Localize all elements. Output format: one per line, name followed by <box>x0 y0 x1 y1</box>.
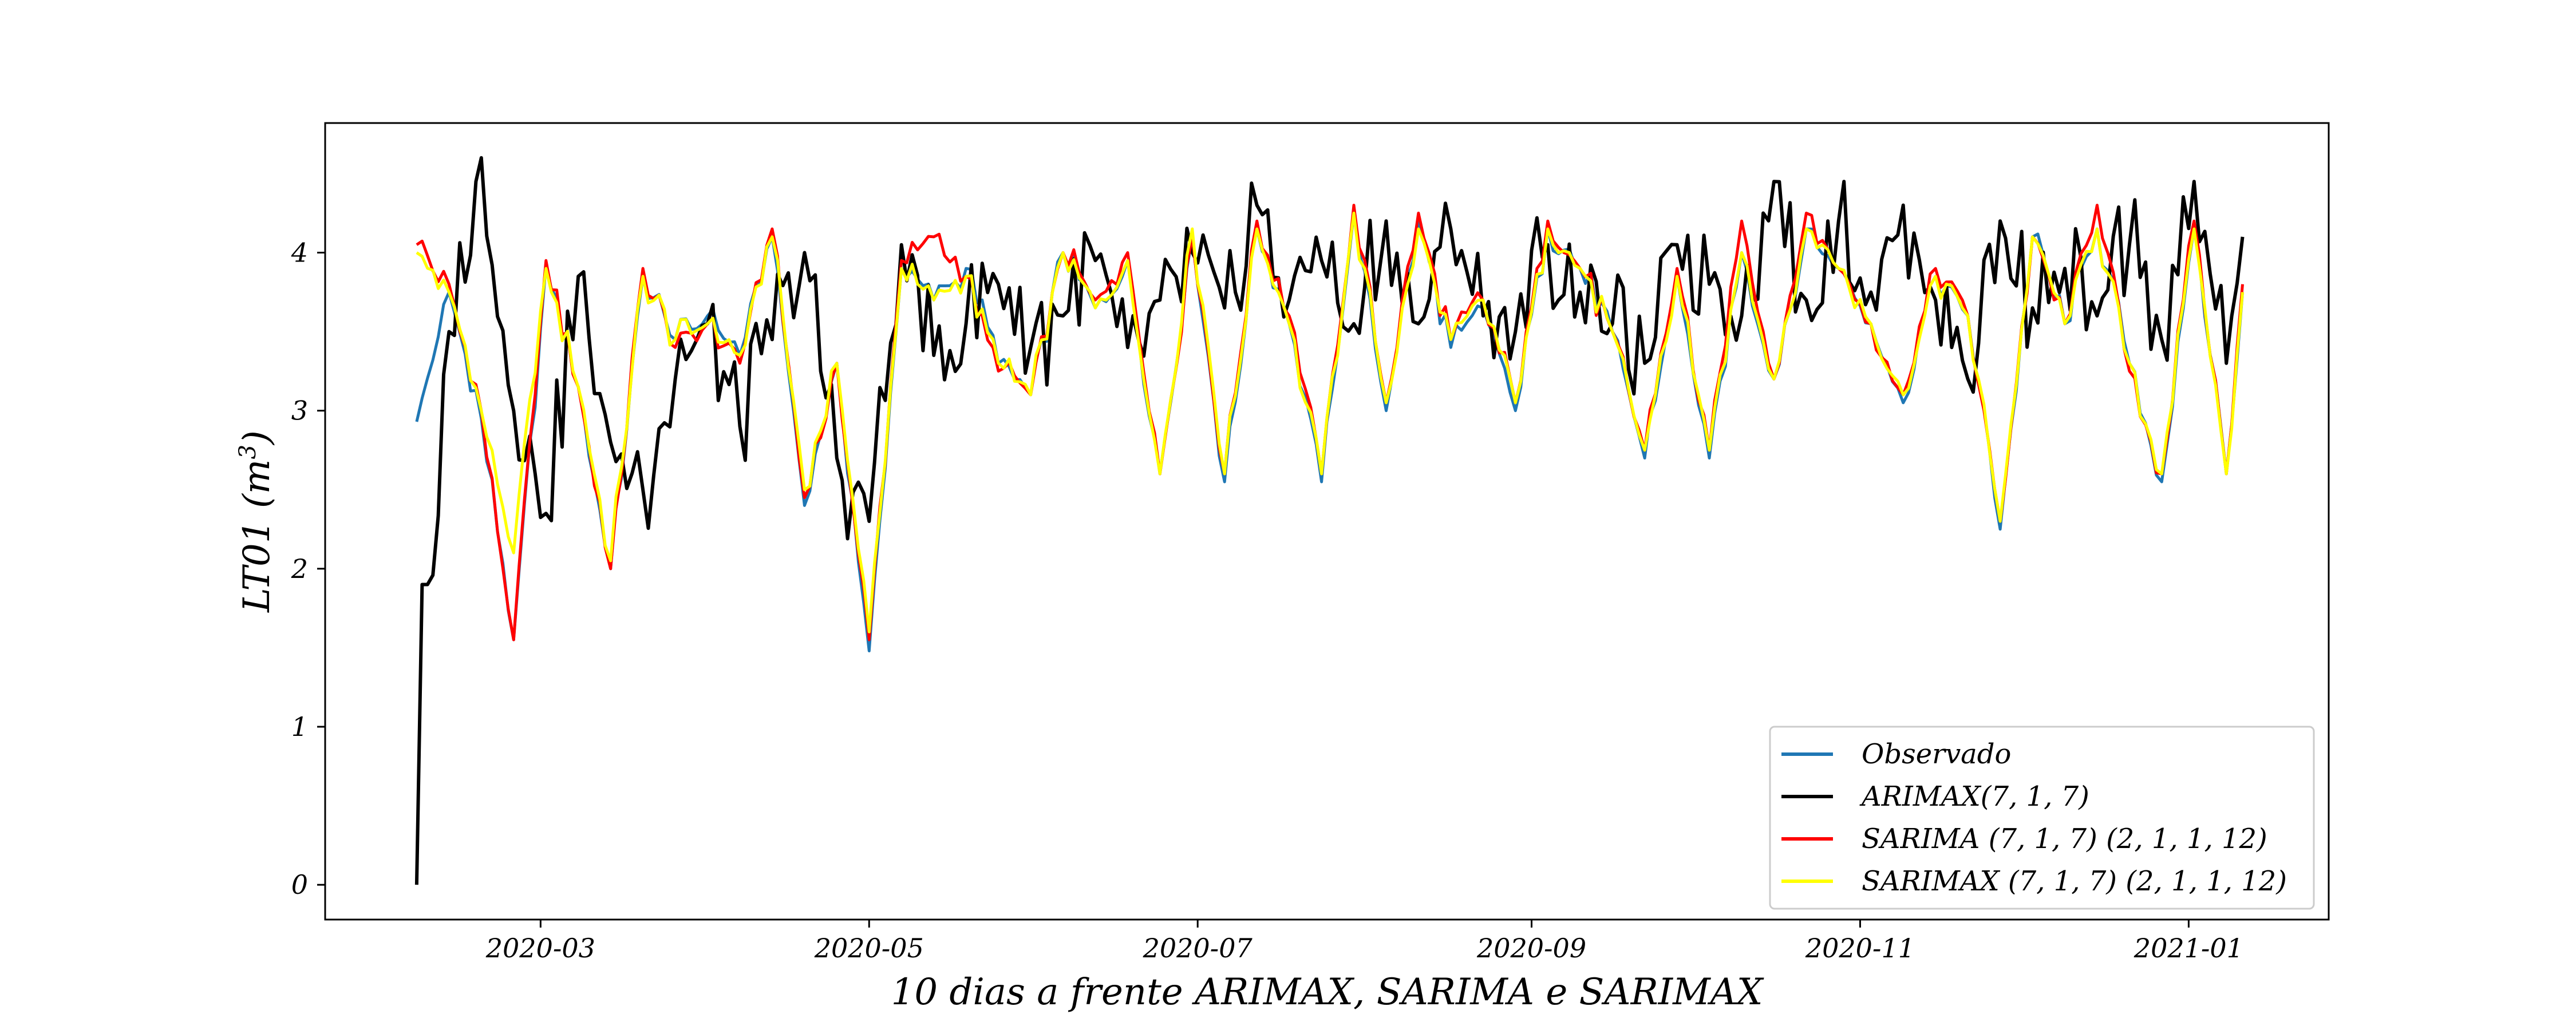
x-tick-label: 2020-05 <box>814 933 924 964</box>
x-tick-label: 2020-09 <box>1476 933 1586 964</box>
y-axis-label-main: LT01 (m <box>236 459 278 613</box>
legend: Observado ARIMAX(7, 1, 7) SARIMA (7, 1, 7)… <box>1769 726 2315 910</box>
legend-label: SARIMA (7, 1, 7) (2, 1, 1, 12) <box>1862 823 2267 855</box>
series-line-sarimax-7-1-7-2-1-1-12 <box>416 211 2244 633</box>
series-layer <box>414 156 2245 885</box>
x-tick-label: 2021-01 <box>2134 933 2243 964</box>
y-axis-label-superscript: 3 <box>235 445 261 459</box>
legend-box <box>1769 726 2315 910</box>
y-tick-label: 4 <box>291 237 308 268</box>
y-tick-label: 3 <box>291 395 308 426</box>
plot-area-frame <box>324 122 2330 921</box>
y-axis-label: LT01 (m3) <box>235 430 278 613</box>
y-tick-label: 0 <box>291 869 308 900</box>
x-axis-label: 10 dias a frente ARIMAX, SARIMA e SARIMA… <box>891 971 1764 1013</box>
x-tick-label: 2020-11 <box>1805 933 1915 964</box>
series-line-observado <box>415 211 2244 652</box>
y-axis-label-close: ) <box>236 430 278 446</box>
y-axis: 0 1 2 3 4 <box>291 237 325 900</box>
legend-label: SARIMAX (7, 1, 7) (2, 1, 1, 12) <box>1862 865 2287 897</box>
x-tick-label: 2020-03 <box>485 933 595 964</box>
x-tick-label: 2020-07 <box>1143 933 1253 964</box>
series-line-arimax-7-1-7 <box>414 156 2245 885</box>
x-axis: 2020-03 2020-05 2020-07 2020-09 2020-11 2021-… <box>485 920 2243 964</box>
y-tick-label: 2 <box>291 553 308 584</box>
y-tick-label: 1 <box>291 711 308 742</box>
legend-label: Observado <box>1862 738 2011 770</box>
legend-label: ARIMAX(7, 1, 7) <box>1859 781 2089 813</box>
